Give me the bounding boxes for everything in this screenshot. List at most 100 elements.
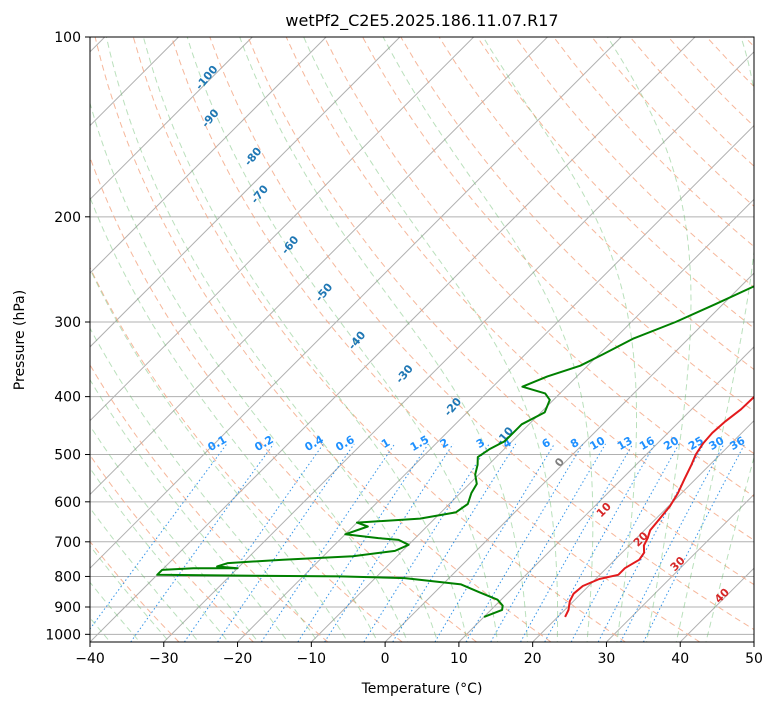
isotherm-line: [90, 37, 253, 201]
dry-adiabat: [285, 37, 754, 541]
plot-frame: [89, 36, 755, 643]
background-lines: [90, 37, 754, 642]
mixing-ratio-label: 13: [615, 434, 635, 453]
mixing-ratio-label: 1: [379, 436, 392, 451]
mixing-ratio-label: 0.2: [252, 433, 275, 454]
moist-adiabat-label: -90: [199, 106, 222, 130]
moist-adiabat: [90, 507, 200, 642]
mixing-ratio-line: [465, 443, 584, 642]
profiles: [156, 285, 754, 618]
dry-adiabat: [323, 37, 754, 498]
y-tick-label: 200: [54, 210, 81, 226]
mixing-ratio-label: 2: [438, 436, 451, 451]
moist-adiabat-label: -40: [346, 328, 369, 352]
x-tick-label: −10: [297, 651, 327, 667]
mixing-ratio-label: 8: [568, 436, 581, 451]
y-axis-label: Pressure (hPa): [12, 290, 28, 390]
dry-adiabat: [591, 37, 754, 207]
moist-adiabat: [90, 267, 349, 642]
mixing-ratio-line: [130, 443, 275, 642]
moist-adiabat-label: -70: [248, 182, 271, 206]
moist-adiabat: [607, 37, 692, 642]
mixing-ratio-line: [434, 443, 555, 642]
moist-adiabat: [90, 196, 379, 642]
line-labels: 0.1 0.2 0.4 0.6 1 1.5 2 3 4 6 8 10 13 16 20 25 30 36-100-…: [193, 63, 748, 606]
dry-adiabat: [476, 37, 754, 329]
mixing-ratio-label: 0.4: [302, 433, 326, 454]
mixing-ratio-label: 1.5: [408, 433, 431, 454]
moist-adiabat: [239, 37, 528, 642]
dry-adiabat: [94, 37, 552, 642]
x-tick-label: 0: [381, 651, 390, 667]
isotherm-line: [90, 37, 401, 348]
moist-adiabat: [142, 37, 469, 642]
mixing-ratio-line: [490, 443, 606, 642]
y-tick-label: 900: [54, 600, 81, 616]
moist-adiabat: [90, 101, 409, 642]
isotherm-line: [90, 37, 548, 496]
mixing-ratio-line: [297, 443, 429, 642]
chart-title: wetPf2_C2E5.2025.186.11.07.R17: [285, 11, 558, 31]
mixing-ratio-line: [392, 443, 517, 642]
mixing-ratio-label: 36: [727, 434, 747, 453]
mixing-ratio-label: 3: [474, 436, 487, 451]
x-axis: −40 −30 −20 −10 0 10 20 30 40 50: [75, 642, 763, 667]
dry-adiabat-label: 30: [668, 554, 688, 574]
y-tick-label: 800: [54, 569, 81, 585]
dry-adiabat: [132, 37, 626, 642]
moist-adiabat: [186, 37, 499, 642]
dry-adiabat: [362, 37, 754, 455]
dry-adiabat: [438, 37, 754, 371]
isotherm-line: [679, 567, 754, 642]
dry-adiabat: [247, 37, 754, 586]
moist-adiabat: [90, 581, 141, 642]
mixing-ratio-line: [217, 443, 355, 642]
mixing-ratio-label: 16: [637, 434, 657, 453]
mixing-ratio-line: [324, 443, 454, 642]
moist-adiabat: [105, 37, 439, 642]
moist-adiabat-label: -60: [279, 233, 302, 257]
moist-adiabat: [90, 378, 289, 642]
isotherm-line: [237, 124, 754, 642]
x-tick-label: 50: [745, 651, 763, 667]
isotherm-line: [90, 37, 622, 569]
x-tick-label: 10: [450, 651, 468, 667]
moist-adiabat: [705, 455, 754, 642]
x-tick-label: 20: [524, 651, 542, 667]
mixing-ratio-label: 0.6: [333, 433, 357, 454]
y-tick-label: 500: [54, 448, 81, 464]
isotherm-line: [532, 419, 754, 642]
isotherm-line: [90, 37, 475, 422]
isotherm-line: [90, 37, 327, 274]
dry-adiabat: [171, 37, 701, 642]
isotherm-line: [384, 272, 754, 642]
x-tick-label: 40: [671, 651, 689, 667]
moist-adiabat: [90, 424, 259, 642]
x-tick-label: −40: [75, 651, 105, 667]
y-tick-label: 400: [54, 390, 81, 406]
dewpoint-profile-line: [156, 285, 754, 618]
dry-adiabat: [90, 454, 254, 642]
moist-adiabat: [90, 467, 230, 642]
dry-adiabat: [400, 37, 754, 412]
moist-adiabat: [90, 545, 170, 642]
dry-adiabat: [90, 155, 477, 642]
x-axis-label: Temperature (°C): [361, 681, 483, 697]
x-tick-label: −20: [223, 651, 253, 667]
moist-adiabat-label: -80: [242, 145, 265, 169]
x-tick-label: −30: [149, 651, 179, 667]
moist-adiabat: [675, 37, 754, 642]
y-tick-label: 600: [54, 495, 81, 511]
mixing-ratio-line: [260, 443, 396, 642]
moist-adiabat-label: -20: [441, 395, 464, 419]
dry-adiabat-label: 10: [594, 500, 614, 520]
y-tick-label: 100: [54, 30, 81, 46]
dry-adiabat: [90, 364, 329, 642]
moist-adiabat: [303, 37, 559, 642]
dry-adiabat: [90, 266, 403, 642]
dry-adiabat: [667, 37, 754, 127]
dry-adiabat: [629, 37, 754, 167]
mixing-ratio-line: [183, 443, 324, 642]
isotherm-line: [753, 641, 754, 642]
